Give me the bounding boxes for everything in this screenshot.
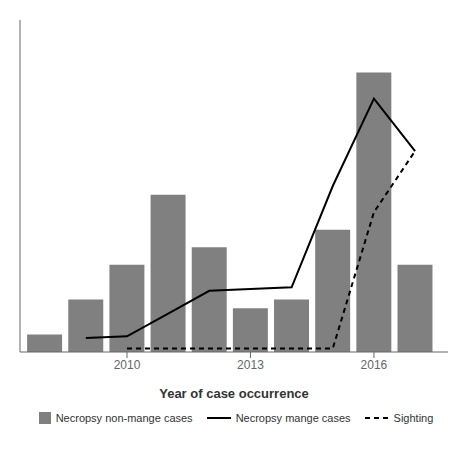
svg-text:Year of case occurrence: Year of case occurrence <box>159 386 309 401</box>
svg-text:2016: 2016 <box>361 358 388 372</box>
html-text:Sighting: Sighting <box>393 412 434 424</box>
svg-text:2010: 2010 <box>114 358 141 372</box>
html-text:Necropsy mange cases: Necropsy mange cases <box>235 412 351 424</box>
html-text:Necropsy non-mange cases: Necropsy non-mange cases <box>55 412 193 424</box>
svg-text:2013: 2013 <box>237 358 264 372</box>
